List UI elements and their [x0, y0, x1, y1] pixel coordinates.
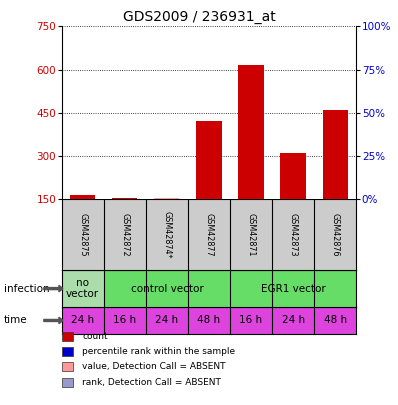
Text: 16 h: 16 h	[113, 315, 137, 326]
Text: GSM42872: GSM42872	[120, 213, 129, 257]
Bar	[322, 110, 348, 199]
Text: GDS2009 / 236931_at: GDS2009 / 236931_at	[123, 10, 275, 24]
Text: infection: infection	[4, 284, 50, 294]
Text: 24 h: 24 h	[281, 315, 304, 326]
Bar	[154, 198, 179, 199]
Text: 48 h: 48 h	[324, 315, 347, 326]
Text: GSM42871: GSM42871	[246, 213, 256, 257]
Bar	[230, 271, 356, 307]
Bar	[104, 271, 230, 307]
Text: GSM42875: GSM42875	[78, 213, 87, 257]
Text: 48 h: 48 h	[197, 315, 220, 326]
Bar	[112, 198, 137, 199]
Text: 16 h: 16 h	[240, 315, 263, 326]
Text: value, Detection Call = ABSENT: value, Detection Call = ABSENT	[82, 362, 226, 371]
Text: GSM42874*: GSM42874*	[162, 211, 172, 259]
Bar	[62, 271, 104, 307]
Text: 24 h: 24 h	[71, 315, 94, 326]
Text: time: time	[4, 315, 27, 326]
Text: percentile rank within the sample: percentile rank within the sample	[82, 347, 236, 356]
Text: control vector: control vector	[131, 284, 203, 294]
Bar	[196, 122, 222, 199]
Text: no
vector: no vector	[66, 278, 99, 299]
Text: GSM42873: GSM42873	[289, 213, 298, 257]
Text: GSM42876: GSM42876	[331, 213, 339, 257]
Bar	[70, 195, 96, 199]
Text: count: count	[82, 332, 108, 341]
Text: rank, Detection Call = ABSENT: rank, Detection Call = ABSENT	[82, 378, 221, 387]
Text: EGR1 vector: EGR1 vector	[261, 284, 326, 294]
Bar	[238, 65, 263, 199]
Text: 24 h: 24 h	[155, 315, 178, 326]
Bar	[281, 153, 306, 199]
Text: GSM42877: GSM42877	[205, 213, 213, 257]
